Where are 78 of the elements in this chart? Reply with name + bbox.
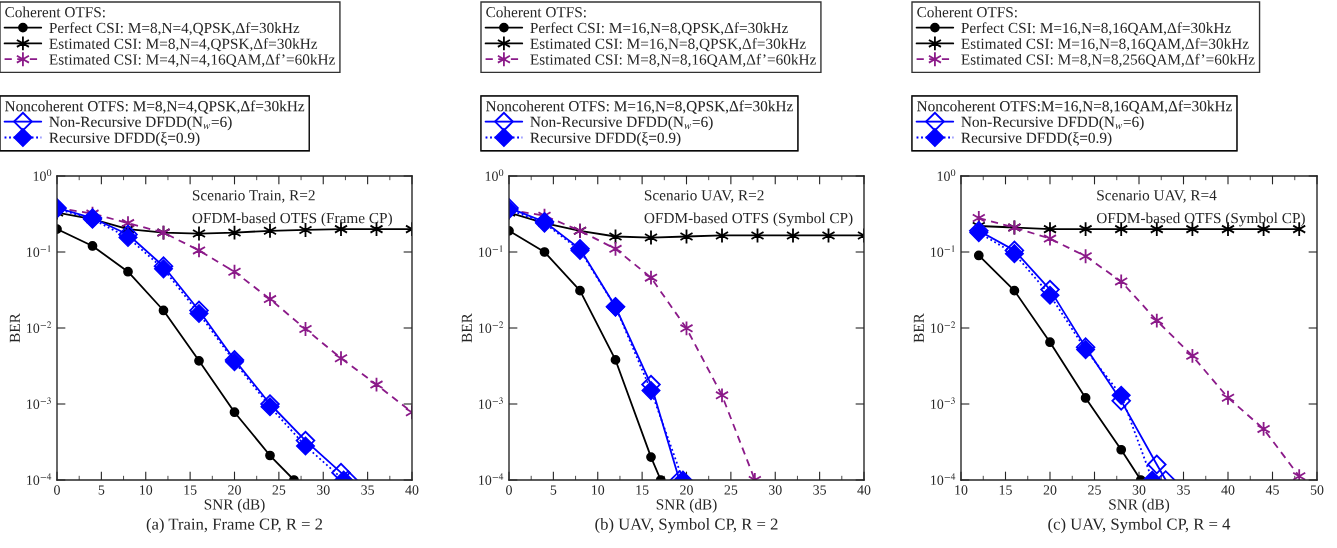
x-tick-label: 20: [228, 485, 241, 495]
legend-label: Recursive DFDD(ξ=0.9): [961, 132, 1112, 147]
y-axis-title: BER: [9, 313, 20, 343]
x-tick-label: 10: [592, 485, 605, 495]
legend-label: Estimated CSI: M=16,N=8,QPSK,Δf=30kHz: [530, 37, 806, 52]
x-tick-label: 15: [999, 485, 1012, 495]
x-tick-label: 35: [1177, 485, 1190, 495]
annotation: Scenario Train, R=2: [192, 190, 315, 203]
y-tick-label: 10$^{−2}$: [27, 321, 52, 333]
text: Coherent OTFS:: [486, 6, 586, 18]
x-tick-label: 35: [361, 485, 375, 495]
x-tick-label: 20: [1043, 485, 1057, 495]
y-tick-label: 10$^{−4}$: [479, 473, 504, 485]
text: Noncoherent OTFS:M=16,N=8,16QAM,Δf=30kHz: [917, 100, 1232, 114]
legend-label: Estimated CSI: M=16,N=8,16QAM,Δf=30kHz: [961, 37, 1249, 52]
text: (c) UAV, Symbol CP, R = 4: [1048, 518, 1231, 534]
y-tick-label: 10$^{−4}$: [27, 473, 52, 485]
y-tick-label: 10$^{0}$: [937, 169, 956, 181]
x-tick-label: 0: [54, 485, 60, 495]
x-tick-label: 40: [1221, 485, 1235, 495]
x-tick-label: 10: [955, 485, 968, 495]
x-tick-label: 25: [724, 485, 738, 495]
x-tick-label: 35: [813, 485, 827, 495]
x-tick-label: 40: [405, 485, 419, 495]
legend-label: Non-Recursive DFDD(N$_{w}$=6): [530, 116, 713, 131]
text: (b) UAV, Symbol CP, R = 2: [595, 518, 778, 534]
y-axis-title: BER: [461, 313, 472, 343]
x-tick-label: 15: [636, 485, 649, 495]
x-tick-label: 30: [768, 485, 782, 495]
text: Noncoherent OTFS: M=8,N=4,QPSK,Δf=30kHz: [5, 100, 305, 114]
y-tick-label: 10$^{−4}$: [931, 473, 956, 485]
legend-label: Recursive DFDD(ξ=0.9): [49, 132, 200, 147]
legend-label: Recursive DFDD(ξ=0.9): [530, 132, 681, 147]
x-axis-title: SNR (dB): [204, 498, 265, 513]
y-tick-label: 10$^{0}$: [485, 169, 504, 181]
y-tick-label: 10$^{−1}$: [931, 245, 955, 257]
x-tick-label: 45: [1265, 485, 1279, 495]
y-tick-label: 10$^{−1}$: [479, 245, 503, 257]
annotation: Scenario UAV, R=4: [1097, 190, 1217, 203]
text: Coherent OTFS:: [5, 6, 105, 18]
text: (a) Train, Frame CP, R = 2: [146, 518, 323, 534]
x-tick-label: 5: [98, 485, 105, 495]
legend-label: Estimated CSI: M=8,N=8,16QAM,Δf’=60kHz: [530, 53, 816, 68]
legend-label: Perfect CSI: M=8,N=4,QPSK,Δf=30kHz: [49, 22, 300, 36]
x-tick-label: 50: [1310, 485, 1324, 495]
annotation: OFDM-based OTFS (Symbol CP): [1096, 212, 1305, 227]
y-tick-label: 10$^{−2}$: [479, 321, 504, 333]
annotation: OFDM-based OTFS (Symbol CP): [644, 212, 853, 227]
legend-label: Estimated CSI: M=8,N=4,QPSK,Δf=30kHz: [49, 37, 318, 52]
text: Coherent OTFS:: [917, 6, 1017, 18]
x-tick-label: 30: [1132, 485, 1146, 495]
legend-label: Non-Recursive DFDD(N$_{w}$=6): [49, 116, 232, 131]
y-tick-label: 10$^{−3}$: [27, 397, 51, 409]
text: Noncoherent OTFS: M=16,N=8,QPSK,Δf=30kHz: [486, 100, 793, 114]
x-tick-label: 25: [272, 485, 286, 495]
legend-label: Estimated CSI: M=8,N=8,256QAM,Δf’=60kHz: [961, 53, 1255, 68]
annotation: Scenario UAV, R=2: [644, 190, 764, 203]
x-tick-label: 25: [1088, 485, 1101, 495]
y-axis-title: BER: [913, 313, 924, 343]
x-tick-label: 20: [680, 485, 693, 495]
x-tick-label: 30: [316, 485, 330, 495]
x-axis-title: SNR (dB): [1109, 498, 1170, 513]
y-tick-label: 10$^{−2}$: [931, 321, 956, 333]
annotation: OFDM-based OTFS (Frame CP): [192, 212, 392, 227]
x-tick-label: 15: [184, 485, 197, 495]
y-tick-label: 10$^{−3}$: [479, 397, 503, 409]
x-tick-label: 5: [550, 485, 557, 495]
x-tick-label: 40: [857, 485, 871, 495]
y-tick-label: 10$^{−3}$: [931, 397, 955, 409]
y-tick-label: 10$^{−1}$: [27, 245, 51, 257]
x-tick-label: 10: [140, 485, 153, 495]
legend-label: Perfect CSI: M=16,N=8,QPSK,Δf=30kHz: [530, 22, 788, 36]
legend-label: Estimated CSI: M=4,N=4,16QAM,Δf’=60kHz: [49, 53, 335, 68]
x-axis-title: SNR (dB): [656, 498, 717, 513]
y-tick-label: 10$^{0}$: [33, 169, 52, 181]
legend-label: Non-Recursive DFDD(N$_{w}$=6): [961, 116, 1144, 131]
x-tick-label: 0: [506, 485, 512, 495]
legend-label: Perfect CSI: M=16,N=8,16QAM,Δf=30kHz: [961, 22, 1231, 36]
